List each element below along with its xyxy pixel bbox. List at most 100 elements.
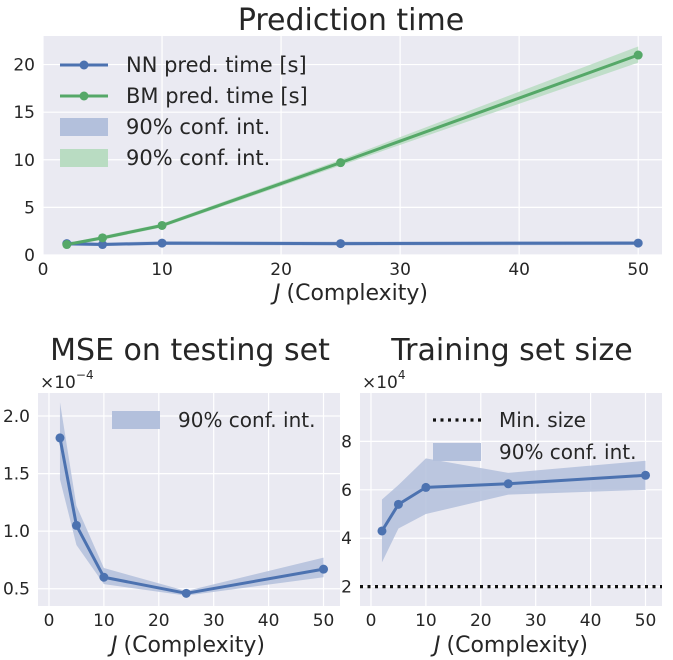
legend-label: BM pred. time [s] (126, 84, 308, 108)
y-tick-label: 4 (341, 529, 352, 549)
panel-prediction-time: Prediction time 0 10 20 30 40 50 0 5 10 15 20 NN … (13, 3, 662, 306)
legend-marker (79, 60, 89, 70)
legend: Min. size 90% conf. int. (433, 408, 636, 464)
x-tick-label: 20 (470, 611, 492, 631)
y-tick-labels: 0.5 1.0 1.5 2.0 (3, 407, 30, 600)
data-point (99, 572, 109, 582)
x-tick-label: 30 (525, 611, 547, 631)
legend-label: 90% conf. int. (126, 115, 270, 139)
y-tick-label: 8 (341, 432, 352, 452)
x-tick-label: 20 (270, 260, 292, 280)
x-axis-label: J (Complexity) (107, 633, 265, 658)
x-axis-text: (Complexity) (287, 281, 428, 306)
x-tick-label: 0 (44, 611, 55, 631)
y-tick-label: 1.5 (3, 465, 30, 485)
x-axis-symbol: J (107, 633, 118, 658)
data-point (98, 240, 108, 250)
x-tick-labels: 0 10 20 30 40 50 (38, 260, 649, 280)
confidence-band (381, 458, 646, 563)
y-tick-labels: 0 5 10 15 20 (13, 56, 35, 266)
data-point (393, 499, 403, 509)
data-point (503, 479, 513, 489)
x-axis-label: J (Complexity) (270, 281, 428, 306)
y-scale-factor: ×104 (362, 368, 406, 393)
x-tick-labels: 0 10 20 30 40 50 (44, 611, 335, 631)
data-point (98, 233, 108, 243)
x-tick-label: 30 (389, 260, 411, 280)
x-tick-label: 40 (258, 611, 280, 631)
y-tick-label: 6 (341, 481, 352, 501)
data-point (336, 158, 346, 168)
y-tick-labels: 2 4 6 8 (341, 432, 352, 597)
y-tick-label: 0.5 (3, 580, 30, 600)
grid-lines (42, 36, 662, 256)
legend-patch-swatch (60, 118, 108, 136)
data-points (377, 470, 651, 536)
y-scale-exponent: 4 (398, 368, 406, 382)
x-tick-label: 0 (366, 611, 377, 631)
x-tick-label: 40 (580, 611, 602, 631)
x-tick-label: 40 (508, 260, 530, 280)
data-points (62, 50, 643, 250)
legend-label: 90% conf. int. (499, 440, 636, 464)
x-tick-label: 30 (203, 611, 225, 631)
legend-label: 90% conf. int. (126, 146, 270, 170)
legend-patch-swatch (60, 149, 108, 167)
legend-label: Min. size (499, 408, 586, 432)
legend: NN pred. time [s] BM pred. time [s] 90% co… (60, 53, 308, 170)
data-point (62, 240, 72, 250)
data-point (181, 588, 191, 598)
confidence-bands (59, 402, 324, 596)
confidence-band (59, 402, 324, 596)
y-tick-label: 15 (13, 103, 35, 123)
series-line (66, 241, 639, 247)
x-tick-label: 0 (38, 260, 49, 280)
data-point (319, 564, 329, 574)
data-point (421, 482, 431, 492)
chart-title: Training set size (390, 333, 632, 368)
y-tick-label: 2 (341, 578, 352, 598)
confidence-bands (381, 458, 646, 563)
x-tick-label: 10 (93, 611, 115, 631)
y-tick-label: 0 (24, 246, 35, 266)
x-tick-label: 10 (415, 611, 437, 631)
data-point (377, 526, 387, 536)
chart-title: Prediction time (238, 3, 464, 38)
y-tick-label: 2.0 (3, 407, 30, 427)
data-point (157, 220, 167, 230)
x-axis-text: (Complexity) (124, 633, 265, 658)
legend-label: 90% conf. int. (178, 408, 315, 432)
panel-mse: MSE on testing set ×10−4 0 10 20 30 40 50 0.5… (3, 333, 340, 658)
data-point (633, 238, 643, 248)
x-tick-label: 50 (627, 260, 649, 280)
y-scale-exponent: −4 (76, 368, 94, 382)
x-tick-label: 50 (635, 611, 657, 631)
x-axis-label: J (Complexity) (430, 633, 588, 658)
data-point (157, 238, 167, 248)
x-tick-labels: 0 10 20 30 40 50 (366, 611, 657, 631)
data-point (641, 470, 651, 480)
panel-training-set-size: Training set size ×104 0 10 20 30 40 50 2468 … (341, 333, 662, 658)
y-scale-base: ×10 (362, 373, 398, 393)
y-scale-base: ×10 (40, 373, 76, 393)
x-tick-label: 50 (313, 611, 335, 631)
data-point (336, 239, 346, 249)
legend-label: NN pred. time [s] (126, 53, 307, 77)
chart-title: MSE on testing set (50, 333, 330, 368)
plot-area (43, 36, 662, 255)
x-tick-label: 20 (148, 611, 170, 631)
data-point (55, 433, 65, 443)
y-tick-label: 20 (13, 56, 35, 76)
y-tick-label: 5 (24, 198, 35, 218)
x-tick-label: 10 (151, 260, 173, 280)
x-axis-symbol: J (270, 281, 281, 306)
legend: 90% conf. int. (112, 408, 315, 432)
legend-patch-swatch (433, 443, 481, 461)
legend-patch-swatch (112, 411, 160, 429)
x-axis-text: (Complexity) (447, 633, 588, 658)
y-tick-label: 10 (13, 151, 35, 171)
y-scale-factor: ×10−4 (40, 368, 94, 393)
x-axis-symbol: J (430, 633, 441, 658)
data-points (55, 433, 329, 598)
